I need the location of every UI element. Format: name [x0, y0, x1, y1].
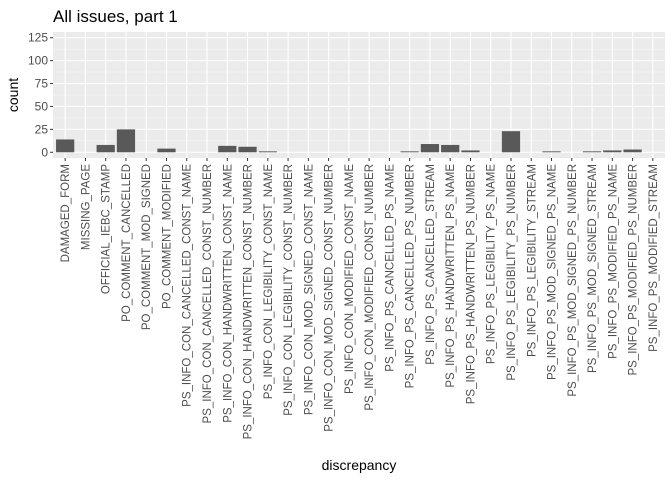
x-tick-label: PS_INFO_CON_LEGIBILITY_CONST_NUMBER: [283, 164, 295, 416]
x-tick-label: PS_INFO_CON_CANCELLED_CONST_NUMBER: [202, 164, 214, 423]
bar: [623, 149, 642, 153]
grid-lines: [53, 32, 665, 158]
y-tick-label: 125: [28, 31, 48, 45]
x-tick-label: PS_INFO_CON_HANDWRITTEN_CONST_NUMBER: [243, 164, 255, 439]
x-tick-label: PS_INFO_PS_MODIFIED_PS_NAME: [607, 164, 619, 359]
bar: [603, 150, 622, 153]
x-tick-label: DAMAGED_FORM: [60, 164, 72, 262]
x-tick-label: PS_INFO_PS_CANCELLED_PS_NUMBER: [405, 164, 417, 388]
x-tick-label: PS_INFO_PS_MODIFIED_STREAM: [648, 164, 660, 352]
bar: [96, 144, 115, 153]
x-tick-label: OFFICIAL_IEBC_STAMP: [101, 164, 113, 294]
x-tick-label: PS_INFO_PS_HANDWRITTEN_PS_NUMBER: [465, 164, 477, 404]
x-tick-label: PS_INFO_PS_CANCELLED_PS_NAME: [384, 164, 396, 372]
x-tick-label: PO_COMMENT_CANCELLED: [121, 164, 133, 322]
bar: [116, 129, 136, 153]
x-tick-label: PS_INFO_CON_MODIFIED_CONST_NAME: [344, 164, 356, 394]
y-tick-label: 0: [41, 145, 48, 159]
x-tick-label: MISSING_PAGE: [80, 164, 92, 250]
x-tick-label: PO_COMMENT_MODIFIED: [161, 164, 173, 309]
y-tick-label: 100: [28, 54, 48, 68]
x-tick-label: PS_INFO_CON_CANCELLED_CONST_NAME: [182, 164, 194, 407]
x-tick-label: PS_INFO_PS_CANCELLED_STREAM: [425, 164, 437, 365]
y-axis-title: count: [5, 78, 21, 112]
chart-title: All issues, part 1: [53, 7, 178, 26]
x-tick-label: PS_INFO_PS_LEGIBILITY_PS_NAME: [486, 164, 498, 364]
x-tick-label: PS_INFO_PS_MOD_SIGNED_STREAM: [587, 164, 599, 373]
bar: [218, 145, 237, 153]
x-tick-label: PS_INFO_PS_MODIFIED_PS_NUMBER: [628, 164, 640, 376]
bar: [420, 144, 440, 153]
x-tick-label: PS_INFO_CON_HANDWRITTEN_CONST_NAME: [222, 164, 234, 423]
x-tick-label: PS_INFO_PS_HANDWRITTEN_PS_NAME: [445, 164, 457, 388]
x-tick-label: PS_INFO_CON_MODIFIED_CONST_NUMBER: [364, 164, 376, 411]
x-tick-label: PS_INFO_PS_MOD_SIGNED_PS_NAME: [547, 164, 559, 380]
bar: [461, 150, 480, 153]
bar: [258, 151, 277, 153]
x-tick-label: PS_INFO_PS_MOD_SIGNED_PS_NUMBER: [567, 164, 579, 397]
x-axis: DAMAGED_FORM MISSING_PAGE OFFICIAL_IEBC_ST…: [60, 158, 660, 439]
x-tick-label: PS_INFO_CON_LEGIBILITY_CONST_NAME: [263, 164, 275, 400]
y-tick-label: 75: [35, 77, 49, 91]
bar: [441, 144, 460, 153]
bar: [238, 146, 257, 153]
x-tick-label: PO_COMMENT_MOD_SIGNED: [141, 164, 153, 330]
bar: [582, 151, 602, 153]
x-tick-label: PS_INFO_CON_MOD_SIGNED_CONST_NAME: [303, 164, 315, 415]
bar: [56, 139, 75, 153]
x-axis-title: discrepancy: [322, 457, 397, 473]
bar: [501, 131, 521, 153]
bars: [56, 129, 642, 153]
bar: [542, 151, 561, 153]
bar: [157, 148, 176, 153]
x-tick-label: PS_INFO_PS_LEGIBILITY_STREAM: [526, 164, 538, 357]
bar: [400, 151, 419, 153]
y-axis: 0 25 50 75 100 125: [28, 31, 53, 159]
x-tick-label: PS_INFO_PS_LEGIBILITY_PS_NUMBER: [506, 164, 518, 381]
y-tick-label: 25: [35, 122, 49, 136]
y-tick-label: 50: [35, 99, 49, 113]
x-tick-label: PS_INFO_CON_MOD_SIGNED_CONST_NUMBER: [324, 164, 336, 432]
